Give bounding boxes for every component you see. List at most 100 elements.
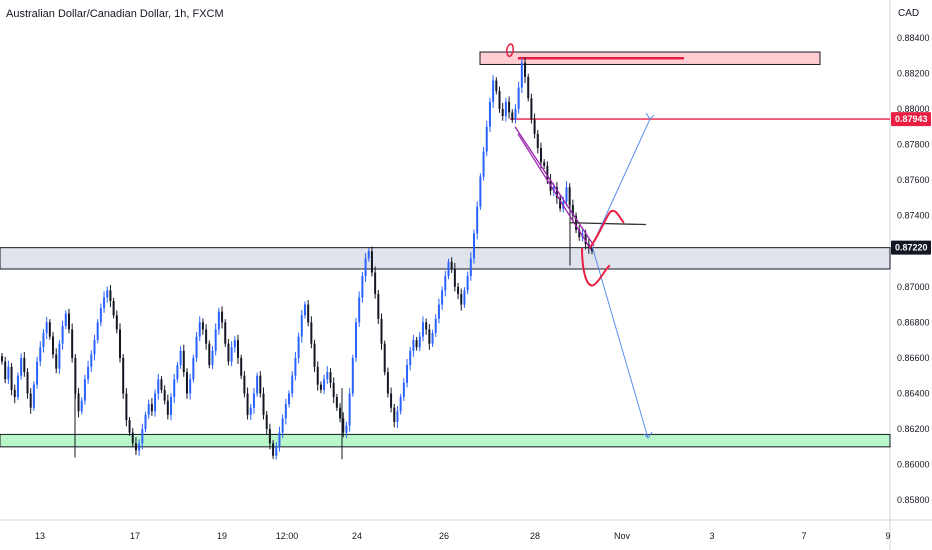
candle bbox=[476, 201, 479, 240]
candle bbox=[23, 351, 26, 377]
candle-body bbox=[539, 148, 542, 163]
candle bbox=[520, 58, 523, 93]
candle bbox=[485, 120, 488, 157]
candle-body bbox=[233, 340, 236, 348]
candle bbox=[383, 340, 386, 376]
candle bbox=[131, 428, 134, 448]
zone-pivot bbox=[0, 247, 891, 270]
candle bbox=[358, 291, 361, 327]
price-tick-label: 0.86000 bbox=[897, 460, 930, 470]
candle-body bbox=[492, 80, 495, 102]
candle-body bbox=[313, 343, 316, 367]
candle bbox=[511, 109, 514, 123]
candle bbox=[418, 331, 421, 352]
candle-body bbox=[154, 393, 157, 412]
candle-body bbox=[163, 389, 166, 401]
candle bbox=[160, 376, 163, 394]
candle bbox=[380, 313, 383, 350]
candle bbox=[501, 102, 504, 121]
candle bbox=[434, 314, 437, 337]
candle bbox=[399, 393, 402, 415]
candle-body bbox=[106, 290, 109, 298]
candle-body bbox=[252, 393, 255, 408]
candle-body bbox=[297, 336, 300, 358]
candle bbox=[252, 388, 255, 414]
candle-body bbox=[80, 400, 83, 412]
candle bbox=[348, 388, 351, 432]
candle-body bbox=[351, 357, 354, 394]
candle bbox=[109, 285, 112, 308]
candle bbox=[386, 367, 389, 398]
candle bbox=[492, 75, 495, 108]
candle bbox=[192, 354, 195, 383]
candle bbox=[469, 252, 472, 281]
candle-body bbox=[240, 357, 243, 376]
candle-body bbox=[524, 62, 527, 77]
candle-body bbox=[131, 432, 134, 444]
candle bbox=[243, 371, 246, 398]
candle-body bbox=[256, 375, 259, 394]
candle-body bbox=[501, 108, 504, 117]
candle-body bbox=[36, 361, 39, 385]
candle bbox=[447, 258, 450, 280]
candle bbox=[246, 387, 249, 420]
candle bbox=[332, 377, 335, 404]
candle-body bbox=[224, 322, 227, 344]
candle-body bbox=[16, 375, 19, 398]
candle-body bbox=[380, 318, 383, 344]
candle-body bbox=[67, 313, 70, 330]
candle bbox=[176, 361, 179, 383]
candle bbox=[29, 388, 32, 414]
candle bbox=[565, 181, 568, 207]
candle-body bbox=[288, 393, 291, 405]
candle bbox=[444, 270, 447, 297]
candle bbox=[90, 350, 93, 373]
candle-body bbox=[332, 382, 335, 398]
candle bbox=[406, 358, 409, 388]
candle-body bbox=[237, 340, 239, 358]
candle bbox=[173, 373, 176, 404]
candle-body bbox=[214, 329, 217, 351]
candle-body bbox=[141, 429, 144, 444]
candle bbox=[473, 229, 475, 264]
candle-body bbox=[450, 261, 453, 269]
candle-body bbox=[584, 233, 587, 245]
candle bbox=[393, 403, 396, 428]
candle-body bbox=[32, 384, 35, 408]
candle-body bbox=[578, 229, 581, 237]
candle bbox=[141, 423, 144, 450]
zone-support bbox=[0, 433, 891, 448]
candle-body bbox=[412, 340, 415, 351]
candle-body bbox=[13, 389, 16, 398]
trendline-lower bbox=[517, 133, 592, 250]
candle-body bbox=[463, 290, 466, 305]
candle-body bbox=[262, 393, 265, 415]
candle bbox=[514, 104, 517, 124]
candle-body bbox=[511, 112, 514, 120]
candle bbox=[4, 356, 7, 384]
candle bbox=[437, 298, 440, 324]
candle-body bbox=[45, 322, 48, 334]
candle-body bbox=[421, 322, 424, 337]
candle bbox=[240, 354, 243, 379]
candle bbox=[578, 225, 581, 241]
candle bbox=[428, 324, 431, 350]
candle-body bbox=[300, 315, 303, 337]
candle bbox=[185, 368, 188, 399]
scenario-down-scribble bbox=[581, 247, 611, 287]
candle-body bbox=[479, 176, 482, 207]
scenario-up-scribble bbox=[589, 209, 625, 249]
price-axis-currency: CAD bbox=[898, 8, 920, 19]
candle bbox=[99, 303, 102, 327]
candle bbox=[329, 368, 332, 389]
candle bbox=[316, 361, 319, 391]
candle bbox=[67, 308, 70, 334]
candle bbox=[355, 317, 357, 362]
candle bbox=[364, 252, 367, 283]
candle-body bbox=[482, 151, 485, 177]
candle-body bbox=[520, 62, 523, 88]
candle-body bbox=[52, 336, 55, 355]
candle-body bbox=[444, 276, 447, 291]
